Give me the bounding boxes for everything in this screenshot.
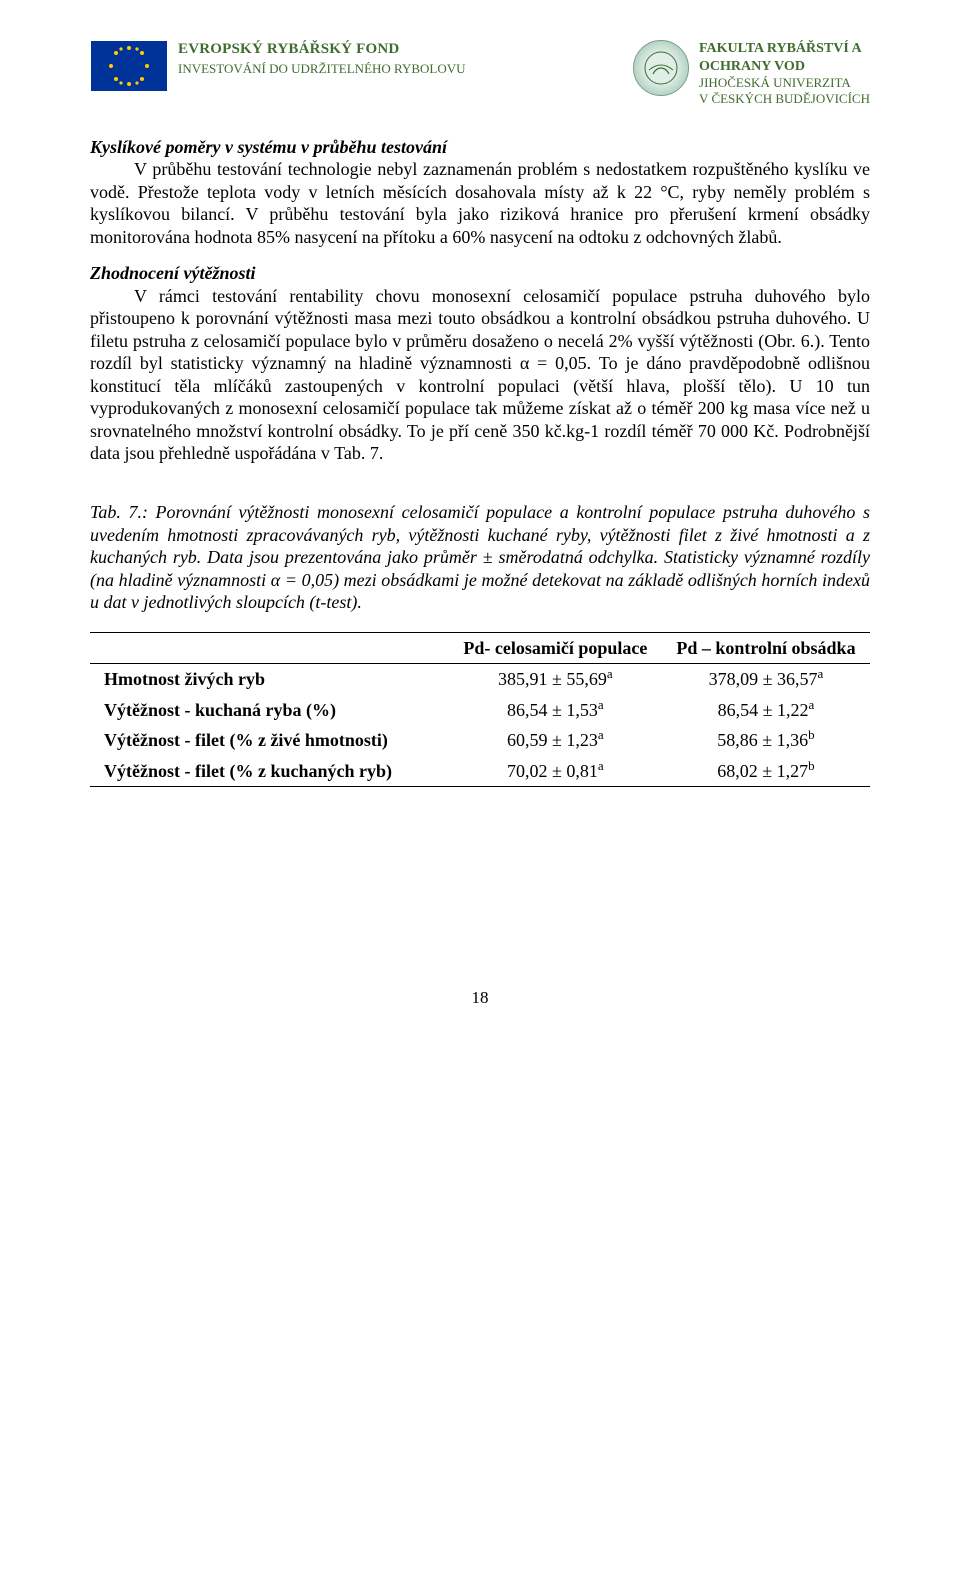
row3-label: Výtěžnost - filet (% z kuchaných ryb) bbox=[90, 756, 449, 787]
row3-c2: 68,02 ± 1,27b bbox=[662, 756, 870, 787]
row0-label: Hmotnost živých ryb bbox=[90, 664, 449, 695]
fund-title: EVROPSKÝ RYBÁŘSKÝ FOND bbox=[178, 40, 466, 59]
table-caption: Tab. 7.: Porovnání výtěžnosti monosexní … bbox=[90, 501, 870, 614]
row0-c1: 385,91 ± 55,69a bbox=[449, 664, 662, 695]
section2-body: V rámci testování rentability chovu mono… bbox=[90, 285, 870, 465]
header-right-text: FAKULTA RYBÁŘSTVÍ A OCHRANY VOD JIHOČESK… bbox=[699, 40, 870, 108]
table-row: Výtěžnost - kuchaná ryba (%) 86,54 ± 1,5… bbox=[90, 695, 870, 726]
header-left: EVROPSKÝ RYBÁŘSKÝ FOND INVESTOVÁNÍ DO UD… bbox=[90, 40, 466, 92]
page-number: 18 bbox=[90, 987, 870, 1008]
university-line1: JIHOČESKÁ UNIVERZITA bbox=[699, 75, 870, 91]
col-header-1: Pd- celosamičí populace bbox=[449, 632, 662, 664]
col-header-2: Pd – kontrolní obsádka bbox=[662, 632, 870, 664]
university-line2: V ČESKÝCH BUDĚJOVICÍCH bbox=[699, 91, 870, 107]
yield-table: Pd- celosamičí populace Pd – kontrolní o… bbox=[90, 632, 870, 788]
section1-text: V průběhu testování technologie nebyl za… bbox=[90, 159, 870, 247]
row1-label: Výtěžnost - kuchaná ryba (%) bbox=[90, 695, 449, 726]
doc-header: EVROPSKÝ RYBÁŘSKÝ FOND INVESTOVÁNÍ DO UD… bbox=[90, 40, 870, 108]
faculty-line1: FAKULTA RYBÁŘSTVÍ A bbox=[699, 40, 870, 58]
row1-c1: 86,54 ± 1,53a bbox=[449, 695, 662, 726]
fund-subtitle: INVESTOVÁNÍ DO UDRŽITELNÉHO RYBOLOVU bbox=[178, 61, 466, 77]
header-left-text: EVROPSKÝ RYBÁŘSKÝ FOND INVESTOVÁNÍ DO UD… bbox=[178, 40, 466, 77]
table-row: Výtěžnost - filet (% z kuchaných ryb) 70… bbox=[90, 756, 870, 787]
table-row: Hmotnost živých ryb 385,91 ± 55,69a 378,… bbox=[90, 664, 870, 695]
row0-c2: 378,09 ± 36,57a bbox=[662, 664, 870, 695]
table-header-row: Pd- celosamičí populace Pd – kontrolní o… bbox=[90, 632, 870, 664]
row3-c1: 70,02 ± 0,81a bbox=[449, 756, 662, 787]
section1-body: V průběhu testování technologie nebyl za… bbox=[90, 158, 870, 248]
table-caption-text: Tab. 7.: Porovnání výtěžnosti monosexní … bbox=[90, 502, 870, 612]
faculty-line2: OCHRANY VOD bbox=[699, 58, 870, 76]
row2-c2: 58,86 ± 1,36b bbox=[662, 725, 870, 756]
section2-heading: Zhodnocení výtěžnosti bbox=[90, 262, 870, 285]
row2-label: Výtěžnost - filet (% z živé hmotnosti) bbox=[90, 725, 449, 756]
row2-c1: 60,59 ± 1,23a bbox=[449, 725, 662, 756]
university-seal-icon bbox=[633, 40, 689, 96]
header-right: FAKULTA RYBÁŘSTVÍ A OCHRANY VOD JIHOČESK… bbox=[633, 40, 870, 108]
eu-flag-icon bbox=[90, 40, 168, 92]
section1-heading: Kyslíkové poměry v systému v průběhu tes… bbox=[90, 136, 870, 159]
section2-text: V rámci testování rentability chovu mono… bbox=[90, 286, 870, 464]
row1-c2: 86,54 ± 1,22a bbox=[662, 695, 870, 726]
table-row: Výtěžnost - filet (% z živé hmotnosti) 6… bbox=[90, 725, 870, 756]
